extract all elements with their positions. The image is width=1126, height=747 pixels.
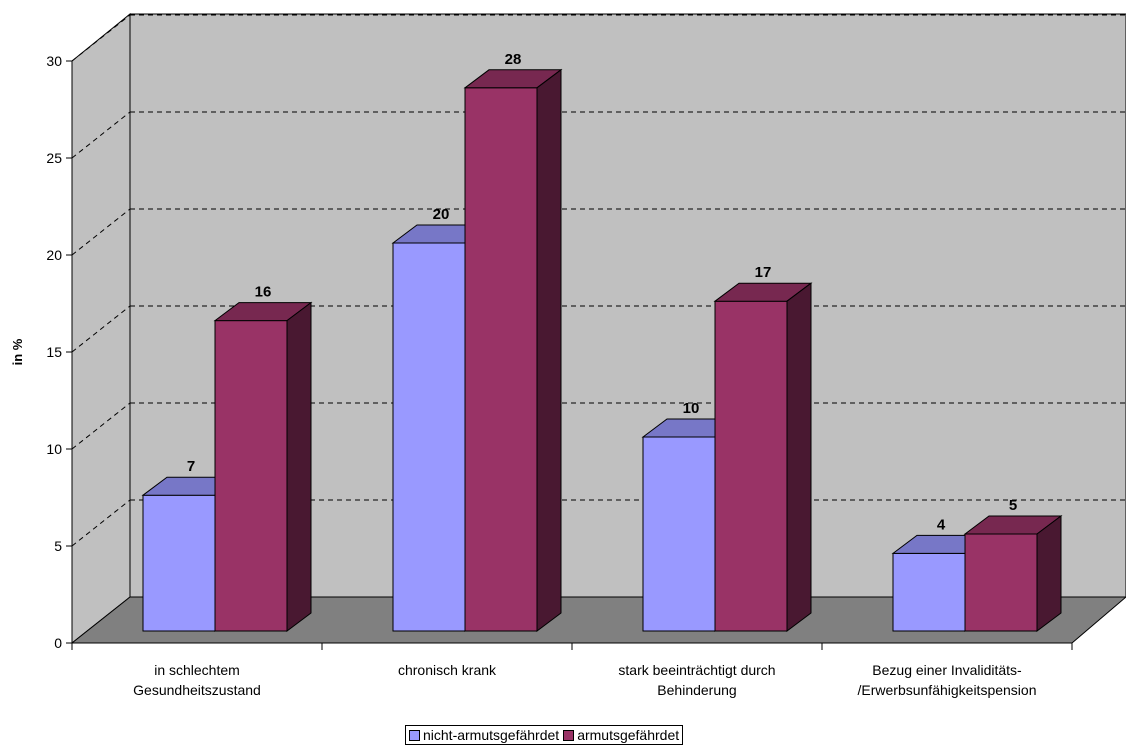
- x-axis: in schlechtem Gesundheitszustand chronisch…: [71, 642, 1073, 698]
- y-tick-label: 5: [54, 538, 62, 554]
- data-label: 10: [683, 400, 700, 417]
- bar-front: [464, 87, 538, 632]
- y-tick-label: 10: [46, 441, 62, 457]
- data-label: 16: [255, 284, 272, 301]
- y-tick-label: 25: [46, 150, 62, 166]
- gridline-side: [71, 208, 131, 256]
- bar-front: [714, 300, 788, 632]
- chart: 0 5 10 15 20 25 30 7 16 20 28 10 17 4 5 in schlechtem…: [10, 12, 1126, 698]
- legend-label: armutsgefährdet: [577, 727, 680, 743]
- x-tick-label: chronisch krank: [398, 662, 497, 678]
- y-axis-title: in %: [10, 338, 25, 365]
- data-label: 5: [1009, 497, 1017, 514]
- bar-armutsgefaehrdet-3: [713, 282, 813, 632]
- y-tick-label: 20: [46, 247, 62, 263]
- bar-front: [642, 436, 716, 632]
- bars: 7 16 20 28 10 17 4 5: [141, 51, 1063, 632]
- x-tick-label: Bezug einer Invaliditäts-/Erwerbsunfähig…: [858, 662, 1037, 698]
- gridline-side: [71, 305, 131, 353]
- y-axis: 0 5 10 15 20 25 30: [46, 53, 73, 651]
- y-tick-label: 15: [46, 344, 62, 360]
- data-label: 20: [433, 206, 450, 223]
- bar-armutsgefaehrdet-2: [463, 68, 563, 632]
- gridline-side: [71, 499, 131, 547]
- bar-front: [214, 320, 288, 632]
- data-label: 28: [505, 51, 522, 68]
- y-tick-label: 0: [54, 635, 62, 651]
- bar-armutsgefaehrdet-1: [213, 301, 313, 632]
- gridline-side: [71, 402, 131, 450]
- bar-side: [1036, 515, 1062, 632]
- data-label: 7: [187, 458, 195, 475]
- bar-armutsgefaehrdet-4: [963, 515, 1063, 632]
- gridline-side: [71, 111, 131, 159]
- legend-swatch: [563, 729, 575, 741]
- legend-swatch: [409, 729, 420, 741]
- bar-front: [892, 552, 966, 632]
- bar-side: [286, 301, 312, 632]
- legend-label: nicht-armutsgefährdet: [423, 727, 560, 743]
- bar-side: [536, 68, 562, 632]
- data-label: 17: [755, 264, 772, 281]
- bar-front: [142, 494, 216, 632]
- data-label: 4: [937, 516, 946, 533]
- bar-front: [392, 242, 466, 632]
- bar-front: [964, 533, 1038, 632]
- y-tick-label: 30: [46, 53, 62, 69]
- legend-item-1: nicht-armutsgefährdet: [409, 727, 559, 743]
- x-tick-label: in schlechtem Gesundheitszustand: [133, 662, 261, 698]
- x-tick-label: stark beeinträchtigt durch Behinderung: [618, 662, 775, 698]
- gridline-side: [71, 14, 131, 62]
- legend-item-2: armutsgefährdet: [563, 727, 679, 743]
- bar-side: [786, 282, 812, 632]
- legend: nicht-armutsgefährdet armutsgefährdet: [405, 725, 684, 745]
